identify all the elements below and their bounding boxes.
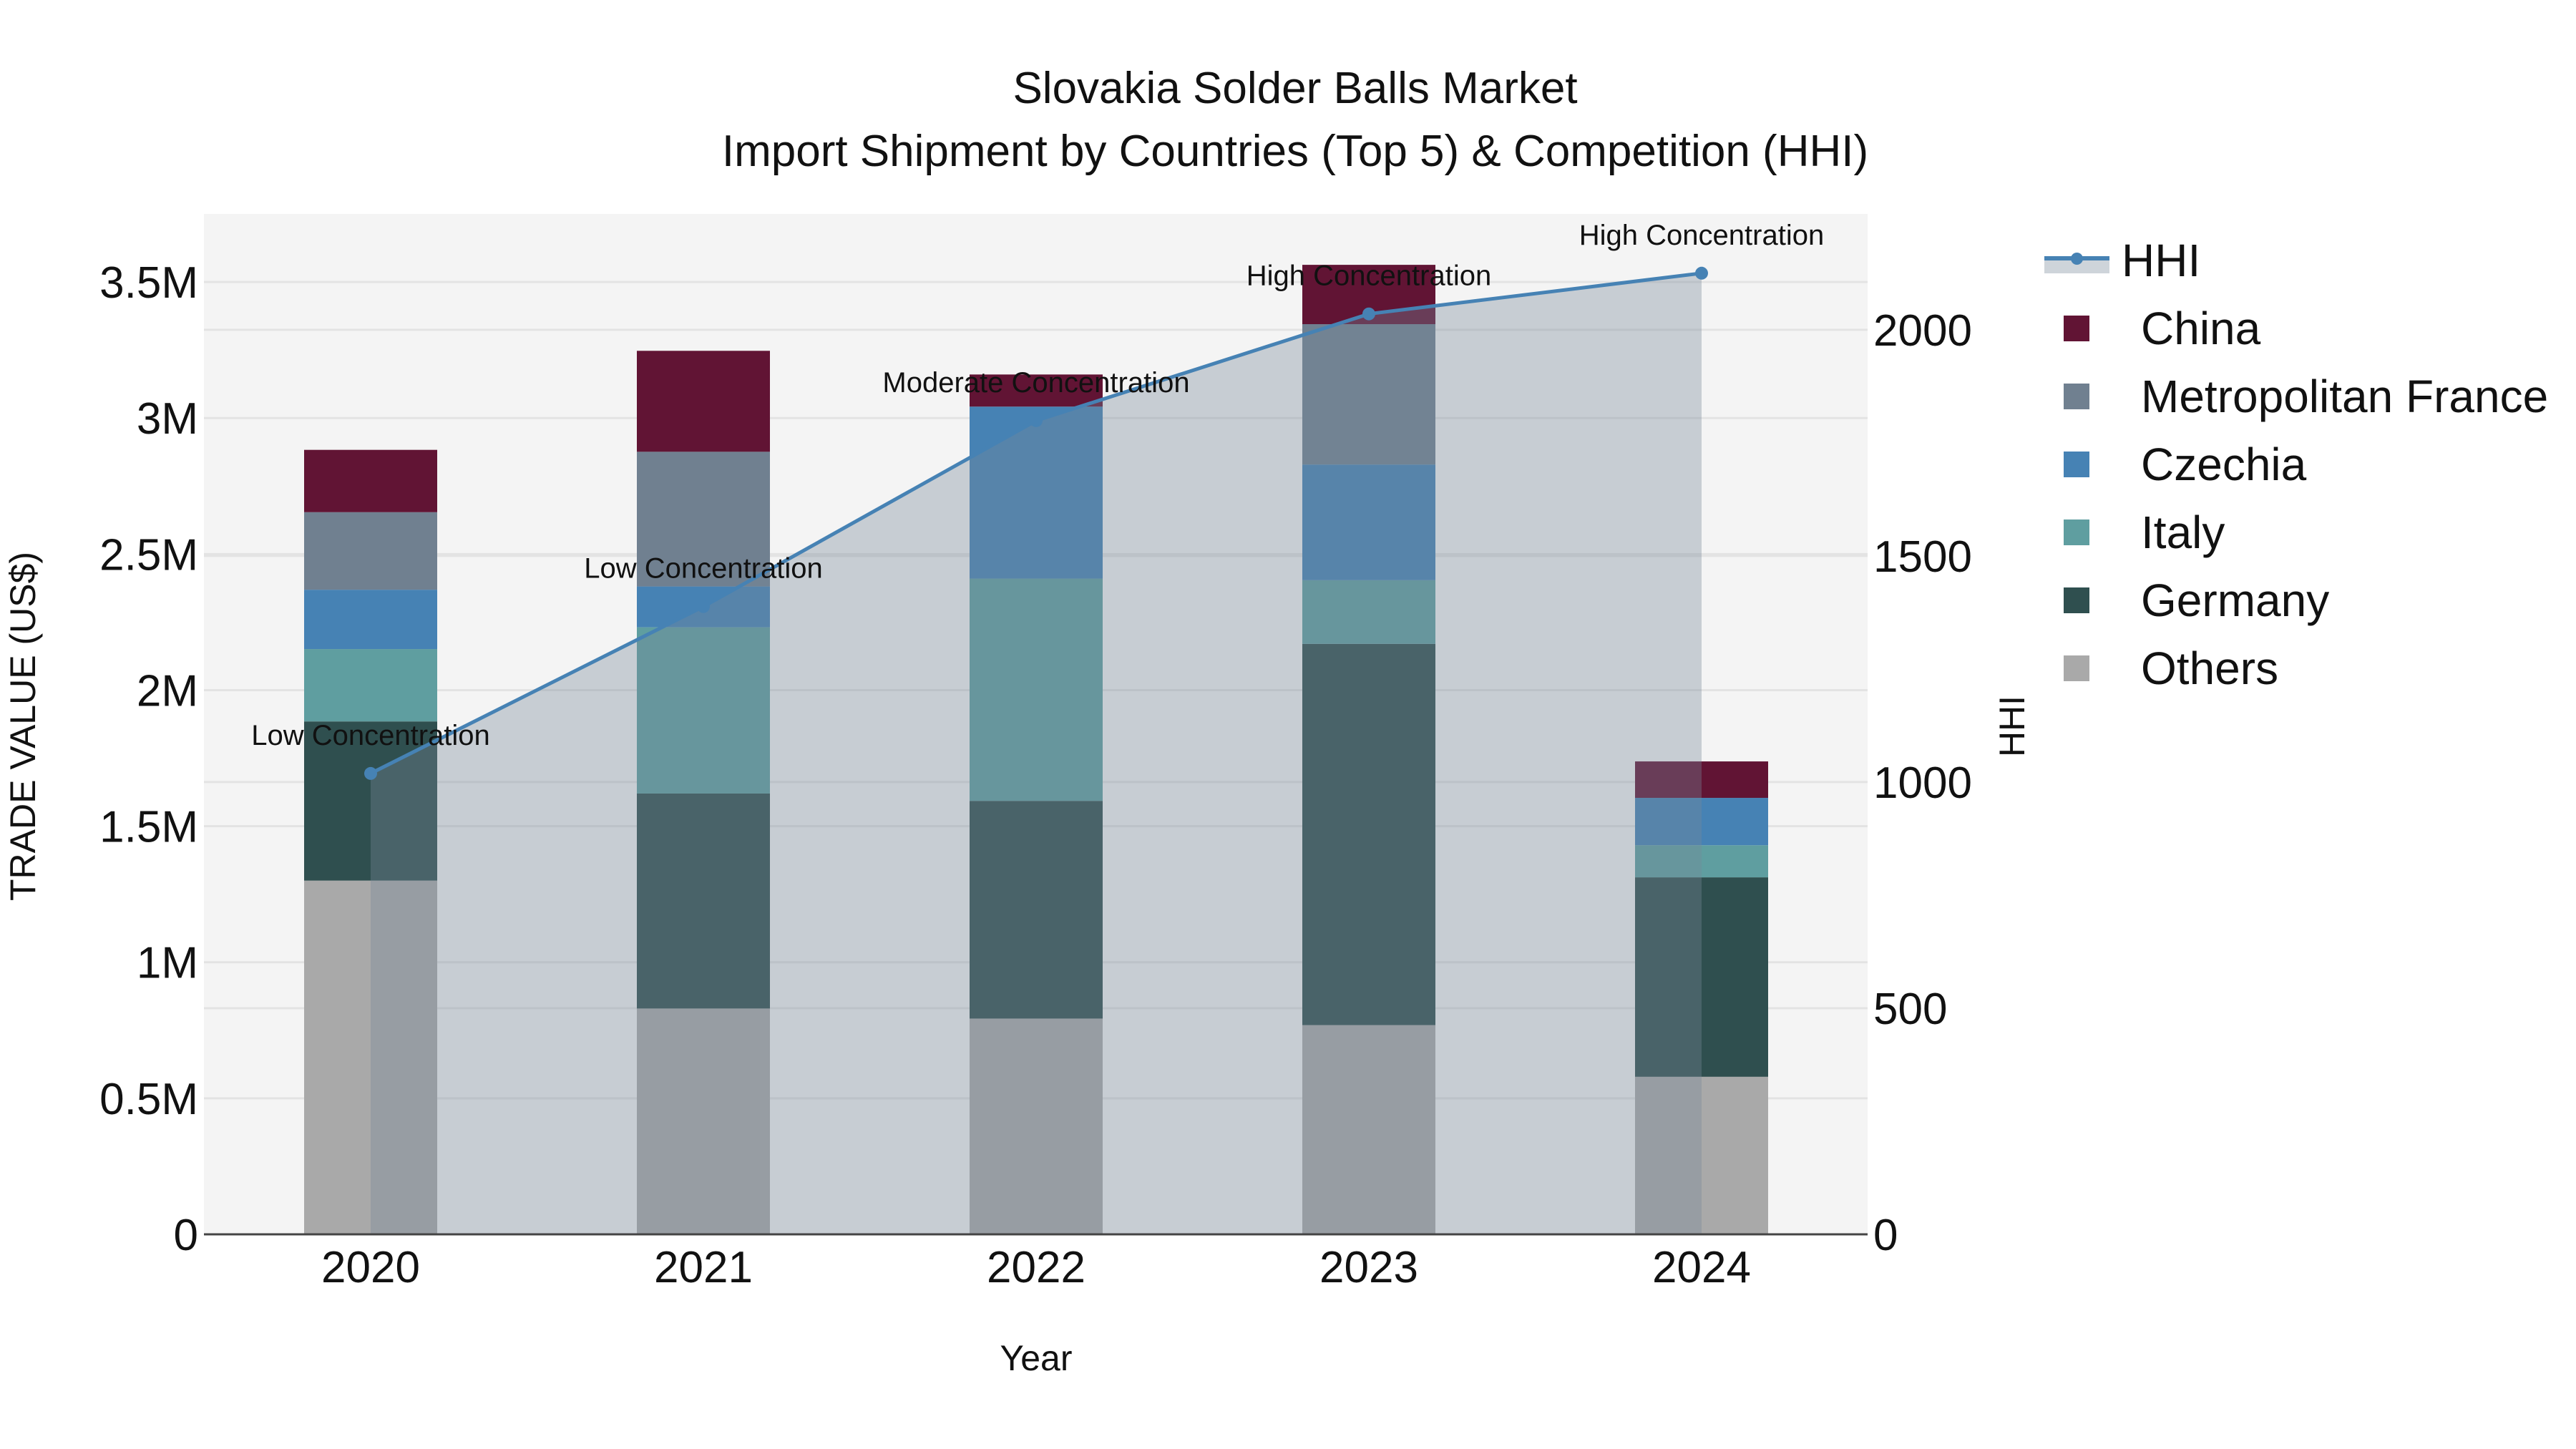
- bar-segment[interactable]: [1302, 580, 1435, 644]
- bar-segment[interactable]: [1635, 877, 1768, 1077]
- bar-segment[interactable]: [1302, 643, 1435, 1025]
- bar-segment[interactable]: [1635, 798, 1768, 846]
- legend-item-italy[interactable]: Italy: [2044, 498, 2548, 566]
- bar-segment[interactable]: [970, 578, 1103, 801]
- swatch-icon: [2064, 655, 2089, 681]
- bar-segment[interactable]: [637, 627, 770, 794]
- y-tick-label: 3M: [137, 394, 198, 444]
- bar-segment[interactable]: [1635, 761, 1768, 799]
- legend-label: HHI: [2122, 234, 2201, 286]
- bar-segment[interactable]: [304, 880, 437, 1234]
- legend-label: Czechia: [2141, 438, 2307, 490]
- hhi-marker[interactable]: [364, 766, 377, 780]
- hhi-marker[interactable]: [1695, 266, 1708, 280]
- bar-segment[interactable]: [1635, 1076, 1768, 1234]
- bar-segment[interactable]: [304, 449, 437, 512]
- bar-segment[interactable]: [304, 512, 437, 590]
- swatch-icon: [2064, 315, 2089, 341]
- bar-stack-2021[interactable]: [637, 351, 770, 1234]
- chart-title: Slovakia Solder Balls Market: [1013, 64, 1578, 113]
- bar-segment[interactable]: [1635, 845, 1768, 878]
- hhi-annotation: High Concentration: [1246, 260, 1491, 292]
- bar-stack-2022[interactable]: [970, 374, 1103, 1234]
- hhi-annotation: Low Concentration: [584, 553, 823, 585]
- bar-segment[interactable]: [637, 793, 770, 1009]
- bar-segment[interactable]: [970, 801, 1103, 1019]
- line-marker-icon: [2044, 250, 2109, 273]
- x-axis-title: Year: [1000, 1338, 1073, 1378]
- legend-label: Germany: [2141, 574, 2330, 626]
- hhi-marker[interactable]: [1030, 414, 1043, 427]
- swatch-icon: [2064, 587, 2089, 613]
- bar-segment[interactable]: [637, 1008, 770, 1234]
- swatch-icon: [2064, 383, 2089, 409]
- bar-segment[interactable]: [970, 1018, 1103, 1234]
- y2-tick-label: 2000: [1873, 306, 1972, 356]
- swatch-icon: [2064, 451, 2089, 477]
- bar-segment[interactable]: [970, 374, 1103, 407]
- legend-item-metropolitan-france[interactable]: Metropolitan France: [2044, 362, 2548, 430]
- y2-tick-label: 1000: [1873, 758, 1972, 808]
- y-tick-label: 1M: [137, 939, 198, 988]
- bar-stack-2024[interactable]: [1635, 761, 1768, 1234]
- bar-segment[interactable]: [970, 406, 1103, 579]
- y-tick-label: 3.5M: [99, 258, 198, 308]
- legend-label: Italy: [2141, 506, 2225, 558]
- bar-segment[interactable]: [304, 590, 437, 650]
- x-tick-label: 2020: [321, 1243, 420, 1292]
- bar-segment[interactable]: [304, 721, 437, 881]
- hhi-marker[interactable]: [697, 600, 710, 613]
- legend-label: Metropolitan France: [2141, 370, 2549, 422]
- legend-item-czechia[interactable]: Czechia: [2044, 430, 2548, 498]
- hhi-marker[interactable]: [1362, 307, 1375, 321]
- legend-item-others[interactable]: Others: [2044, 634, 2548, 702]
- y-tick-label: 0: [174, 1211, 198, 1260]
- bar-segment[interactable]: [637, 452, 770, 587]
- hhi-annotation: Moderate Concentration: [882, 367, 1189, 399]
- x-tick-label: 2022: [987, 1243, 1085, 1292]
- bar-segment[interactable]: [1302, 1025, 1435, 1234]
- legend: HHI China Metropolitan France Czechia It…: [2044, 226, 2548, 702]
- hhi-annotation: Low Concentration: [251, 720, 490, 751]
- y-tick-label: 2.5M: [99, 530, 198, 580]
- x-tick-label: 2021: [654, 1243, 753, 1292]
- y-axis-title: TRADE VALUE (US$): [3, 551, 43, 902]
- y2-axis-title: HHI: [1992, 695, 2032, 758]
- hhi-annotation: High Concentration: [1579, 220, 1824, 251]
- bar-segment[interactable]: [637, 351, 770, 452]
- x-tick-label: 2024: [1652, 1243, 1751, 1292]
- legend-label: China: [2141, 302, 2261, 354]
- legend-item-hhi[interactable]: HHI: [2044, 226, 2548, 294]
- bar-stack-2020[interactable]: [304, 449, 437, 1234]
- legend-label: Others: [2141, 642, 2279, 694]
- legend-item-germany[interactable]: Germany: [2044, 566, 2548, 634]
- swatch-icon: [2064, 519, 2089, 545]
- bar-stack-2023[interactable]: [1302, 265, 1435, 1234]
- hhi-area: [371, 273, 1702, 1234]
- bar-segment[interactable]: [304, 649, 437, 722]
- legend-item-china[interactable]: China: [2044, 294, 2548, 362]
- y2-tick-label: 1500: [1873, 532, 1972, 582]
- y-tick-label: 1.5M: [99, 803, 198, 852]
- bar-segment[interactable]: [1302, 324, 1435, 465]
- x-tick-label: 2023: [1319, 1243, 1418, 1292]
- y2-tick-label: 500: [1873, 985, 1947, 1034]
- y-tick-label: 2M: [137, 666, 198, 716]
- y2-tick-label: 0: [1873, 1211, 1898, 1260]
- bar-segment[interactable]: [1302, 464, 1435, 580]
- chart-subtitle: Import Shipment by Countries (Top 5) & C…: [721, 127, 1869, 176]
- y-tick-label: 0.5M: [99, 1075, 198, 1124]
